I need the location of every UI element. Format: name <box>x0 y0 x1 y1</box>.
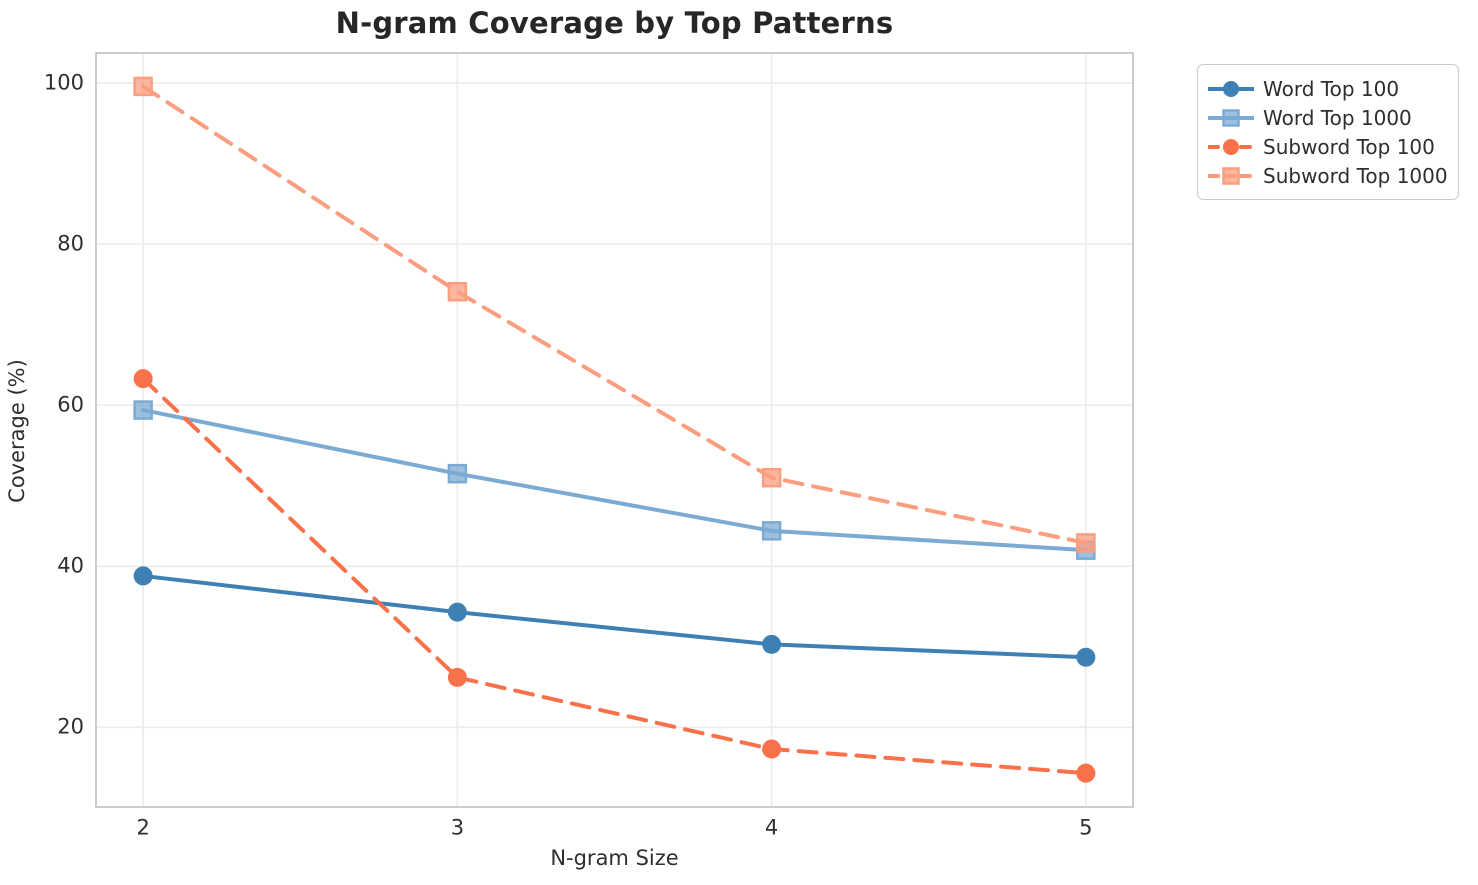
data-point-marker <box>133 76 153 97</box>
data-point-marker <box>133 400 153 420</box>
data-point-marker <box>1076 763 1096 783</box>
legend-item-label: Word Top 100 <box>1263 76 1400 101</box>
data-point-marker <box>447 602 467 622</box>
x-axis-label: N-gram Size <box>550 846 679 870</box>
legend-item-label: Subword Top 100 <box>1263 134 1435 159</box>
legend-item-label: Word Top 1000 <box>1263 105 1412 130</box>
y-tick-label: 100 <box>43 70 84 95</box>
data-point-marker <box>447 667 467 687</box>
legend-line-square-marker-icon <box>1208 166 1254 185</box>
y-tick-label: 40 <box>57 553 84 578</box>
series-line-4 <box>141 84 1088 545</box>
data-point-marker <box>762 739 782 759</box>
legend-item: Subword Top 1000 <box>1208 161 1448 190</box>
data-point-marker <box>1076 533 1096 553</box>
y-axis-label: Coverage (%) <box>5 359 29 503</box>
legend-line-circle-marker-icon <box>1208 80 1254 97</box>
y-tick-label: 60 <box>57 392 84 417</box>
data-point-marker <box>133 369 153 389</box>
legend-line-square-marker-icon <box>1208 108 1254 127</box>
axes-spines <box>95 52 1134 808</box>
x-tick-label: 2 <box>136 815 150 840</box>
chart-title: N-gram Coverage by Top Patterns <box>335 6 894 40</box>
data-point-marker <box>133 566 153 586</box>
data-point-marker <box>762 634 782 654</box>
legend-item: Word Top 1000 <box>1208 103 1446 132</box>
data-point-marker <box>447 463 468 484</box>
x-tick-label: 3 <box>450 815 465 840</box>
data-point-marker <box>761 467 782 488</box>
series-line-1 <box>141 573 1088 660</box>
legend-line-circle-marker-icon <box>1208 138 1254 155</box>
x-tick-label: 4 <box>764 815 779 840</box>
legend-item-label: Subword Top 1000 <box>1263 163 1448 188</box>
legend-item: Subword Top 100 <box>1208 132 1446 161</box>
data-point-marker <box>447 281 468 302</box>
series-line-3 <box>141 376 1088 776</box>
y-tick-label: 80 <box>57 231 84 256</box>
data-point-marker <box>761 521 782 541</box>
series-line-2 <box>141 408 1088 553</box>
legend: Word Top 100 Word Top 1000 Subword Top 100… <box>1197 64 1459 200</box>
x-tick-label: 5 <box>1079 815 1093 840</box>
data-point-marker <box>1076 647 1096 667</box>
legend-item: Word Top 100 <box>1208 74 1446 103</box>
y-tick-label: 20 <box>57 714 84 739</box>
